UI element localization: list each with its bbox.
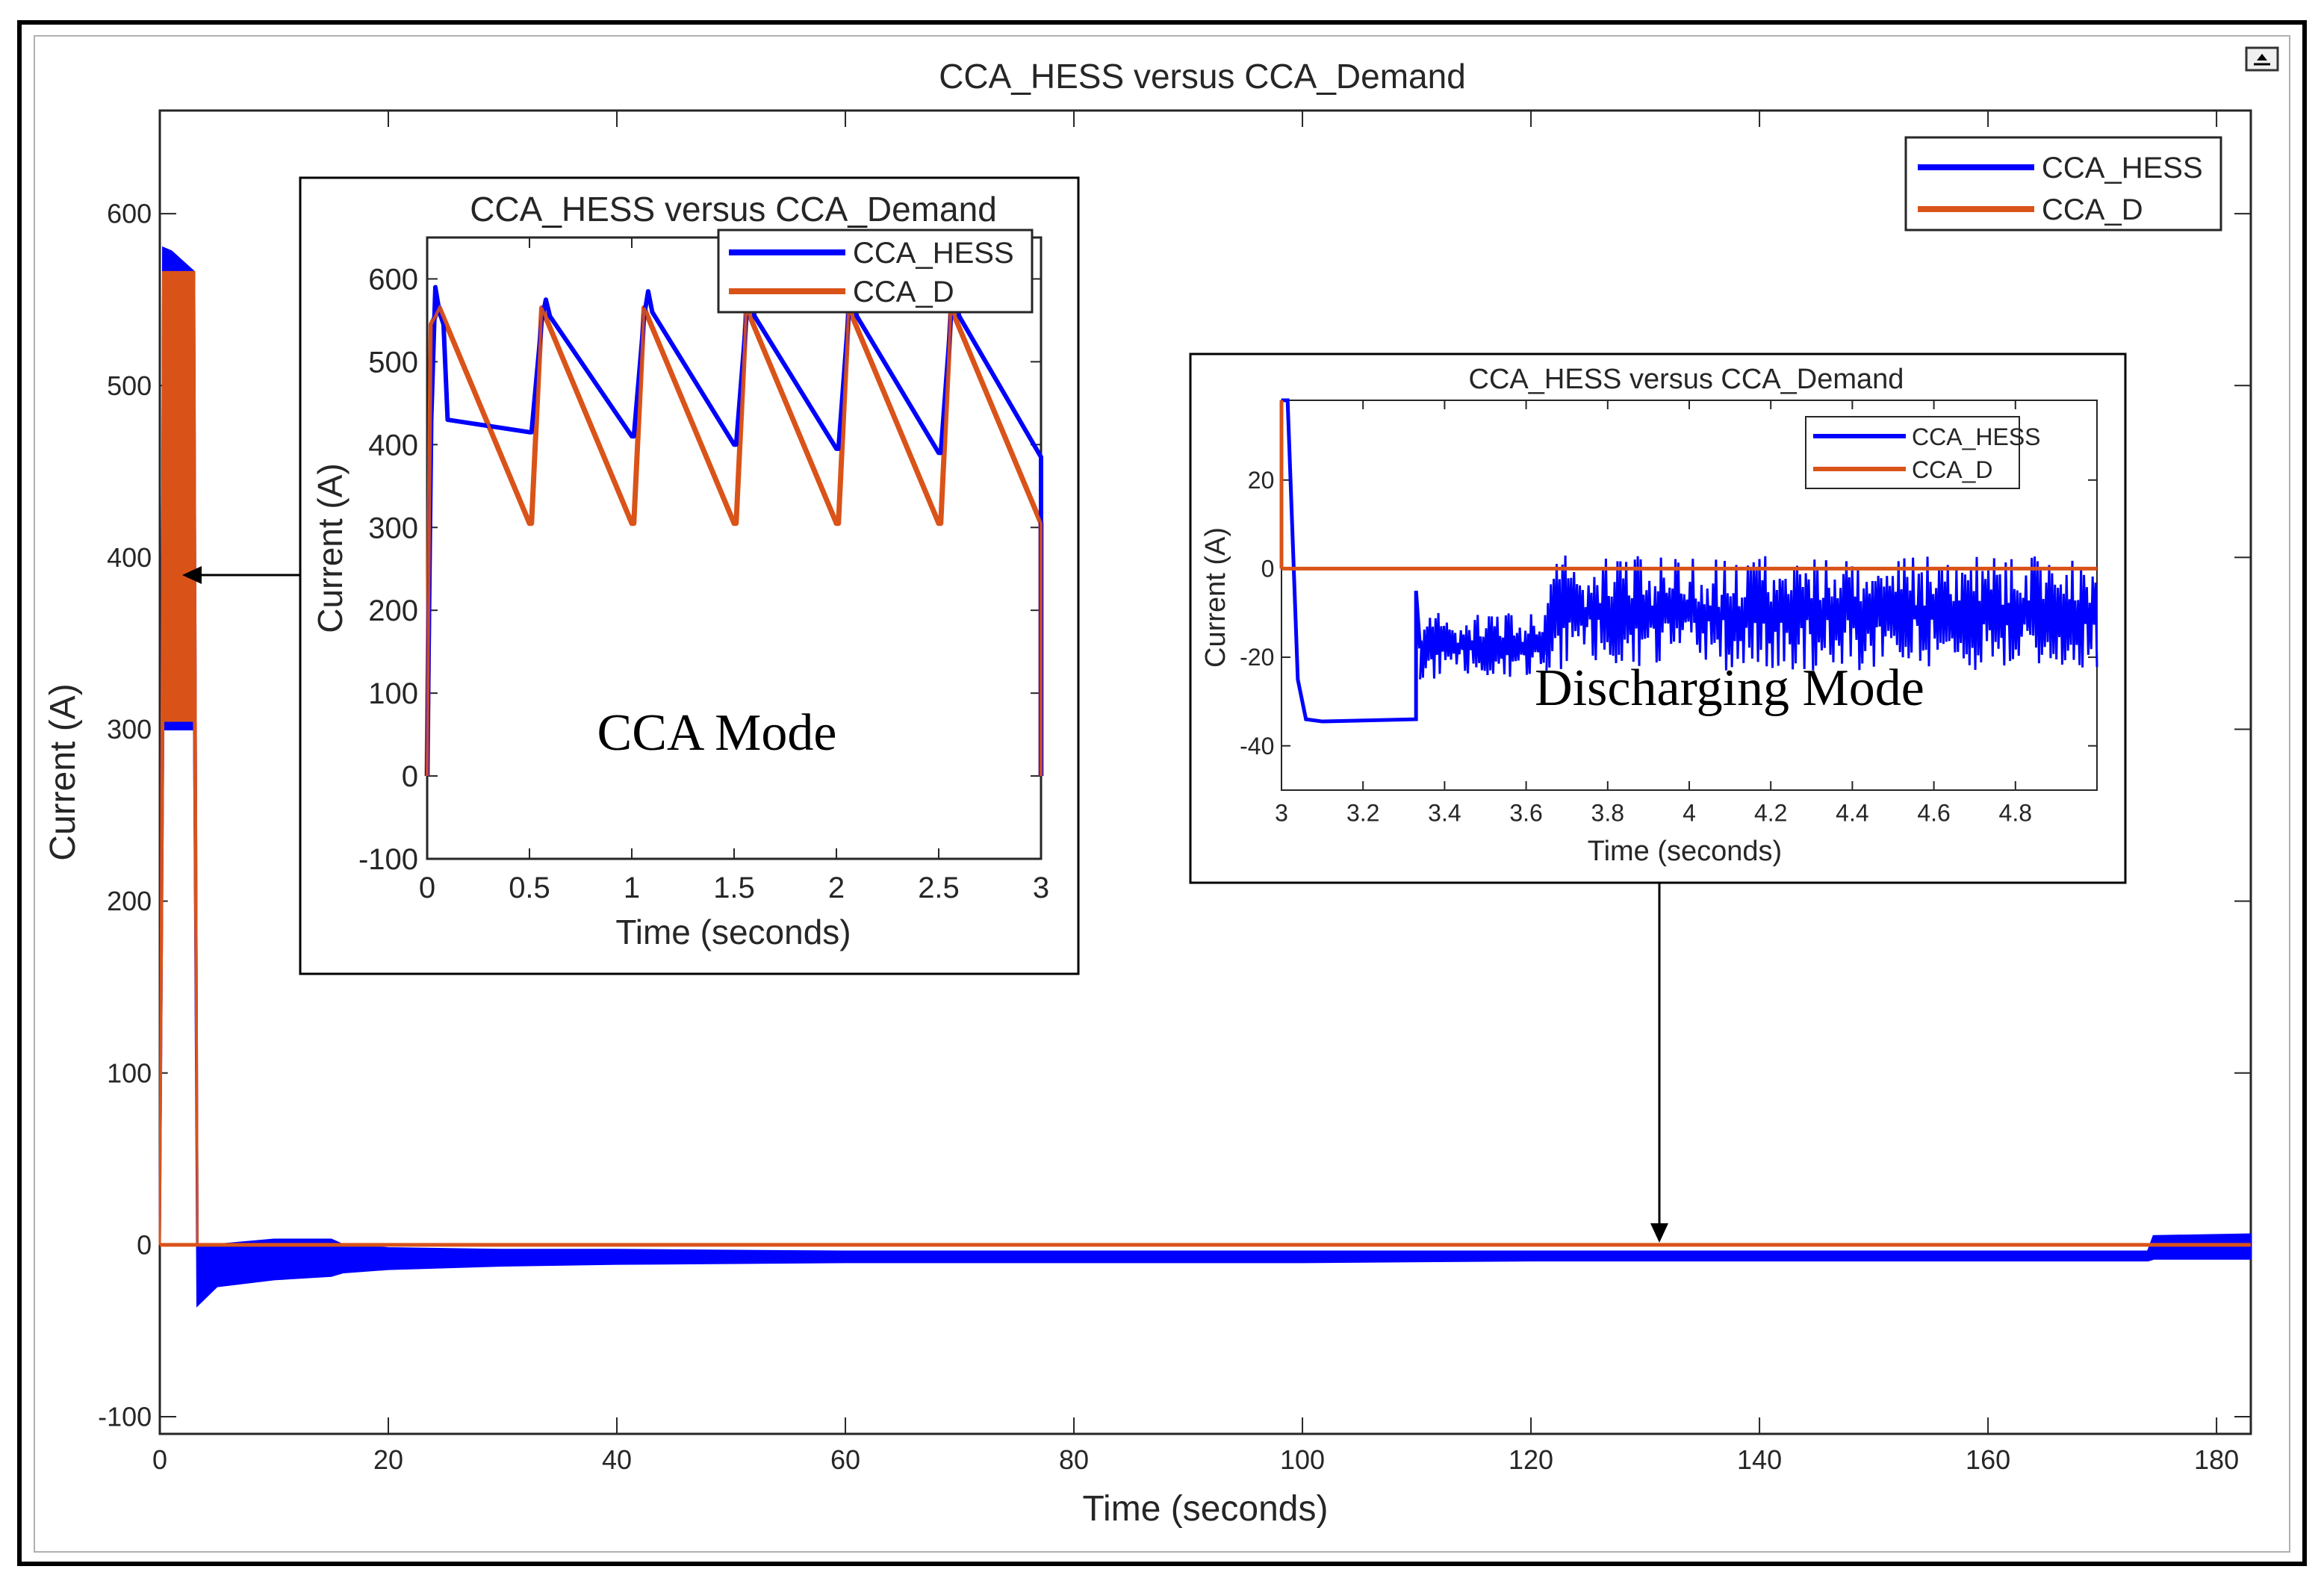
cca-inset-x-tick-label: 2.5 [918,872,960,904]
main-y-tick-label: -100 [98,1402,152,1432]
cca-inset-y-tick-label: 500 [368,346,418,379]
cca-inset-x-tick-label: 1.5 [713,872,755,904]
main-legend-hess-label: CCA_HESS [2042,152,2203,184]
arrow-to-cca-region [182,566,300,584]
main-y-tick-label: 200 [107,886,152,916]
cca-inset-y-tick-label: 200 [368,594,418,627]
cca-inset-y-tick-label: 0 [402,760,418,793]
main-y-tick-label: 500 [107,370,152,401]
main-x-tick-label: 120 [1509,1444,1553,1475]
cca-legend-demand-label: CCA_D [853,276,954,308]
cca-inset-y-tick-label: 600 [368,263,418,296]
main-y-tick-label: 600 [107,199,152,229]
discharge-inset-y-tick-label: 0 [1261,556,1275,583]
main-legend-demand-label: CCA_D [2042,193,2143,226]
cca-inset-y-tick-label: 100 [368,677,418,710]
discharge-inset-x-tick-label: 3 [1275,800,1288,827]
main-y-tick-label: 0 [137,1229,152,1260]
cca-inset-x-tick-label: 1 [624,872,640,904]
discharge-inset-x-tick-label: 4.6 [1917,800,1950,827]
discharging-mode-inset: CCA_HESS versus CCA_Demand Time (seconds… [1189,352,2127,884]
main-y-tick-label: 300 [107,714,152,745]
discharge-inset-title: CCA_HESS versus CCA_Demand [1469,364,1904,395]
main-y-tick-label: 100 [107,1057,152,1088]
export-button[interactable] [2245,46,2279,72]
main-y-tick-label: 400 [107,542,152,573]
main-chart-title: CCA_HESS versus CCA_Demand [939,57,1466,96]
cca-inset-series-group [424,285,1044,777]
discharge-inset-legend[interactable]: CCA_HESS CCA_D [1805,416,2041,489]
cca-inset-title: CCA_HESS versus CCA_Demand [470,190,997,229]
main-series-demand [158,270,2251,1246]
discharge-legend-demand-label: CCA_D [1912,456,1992,483]
cca-inset-legend[interactable]: CCA_HESS CCA_D [717,229,1034,314]
main-x-axis-label: Time (seconds) [1083,1489,1329,1529]
cca-inset-x-axis-label: Time (seconds) [615,913,851,951]
discharge-inset-series-hess-noise [1419,612,1548,680]
discharge-inset-x-tick-label: 3.2 [1346,800,1379,827]
cca-inset-y-tick-label: 300 [368,512,418,544]
cca-inset-series-hess [425,285,1043,777]
main-x-tick-label: 180 [2194,1444,2239,1475]
discharge-inset-x-ticks: 3 3.2 3.4 3.6 3.8 4 4.2 4.4 4.6 4.8 [1275,400,2032,827]
main-y-axis-label: Current (A) [43,683,83,860]
cca-mode-inset: CCA_HESS versus CCA_Demand Time (seconds… [299,176,1080,975]
discharge-inset-x-tick-label: 4.2 [1754,800,1787,827]
cca-inset-x-tick-label: 3 [1033,872,1049,904]
cca-inset-y-axis-label: Current (A) [311,463,349,633]
discharge-inset-y-ticks: -40 -20 0 20 [1240,467,2097,760]
main-x-ticks: 0 20 40 60 80 100 120 140 160 180 [152,111,2239,1475]
cca-inset-x-tick-label: 0.5 [509,872,550,904]
cca-inset-y-ticks: -100 0 100 200 300 400 500 600 [358,263,1041,876]
cca-legend-hess-label: CCA_HESS [853,237,1014,270]
main-x-tick-label: 140 [1737,1444,1782,1475]
cca-inset-x-ticks: 0 0.5 1 1.5 2 2.5 3 [419,237,1049,904]
discharge-inset-series-hess-transient [1281,398,1423,724]
discharge-inset-x-tick-label: 3.8 [1591,800,1624,827]
cca-inset-series-demand-overlay [426,304,1043,777]
main-x-tick-label: 100 [1280,1444,1325,1475]
discharge-inset-y-tick-label: -20 [1240,644,1274,671]
discharge-inset-x-tick-label: 4.8 [1999,800,2032,827]
cca-inset-x-tick-label: 2 [828,872,845,904]
main-series-group [158,246,2252,1308]
discharge-inset-series-group [1279,398,2098,724]
cca-mode-annotation: CCA Mode [597,704,837,762]
discharge-legend-hess-label: CCA_HESS [1912,423,2041,450]
cca-inset-plot-area [426,236,1043,860]
main-legend[interactable]: CCA_HESS CCA_D [1904,136,2222,232]
discharge-inset-x-axis-label: Time (seconds) [1588,836,1782,867]
main-x-tick-label: 40 [602,1444,632,1475]
cca-inset-x-tick-label: 0 [419,872,435,904]
export-arrow-icon [2254,54,2270,66]
discharge-inset-x-tick-label: 3.4 [1428,800,1461,827]
main-x-tick-label: 20 [373,1444,403,1475]
main-x-tick-label: 0 [152,1444,167,1475]
discharge-inset-series-hess-noise [1545,555,2098,671]
discharge-inset-y-tick-label: 20 [1248,467,1275,494]
main-cca-block-gap [167,733,190,1242]
discharge-inset-x-tick-label: 3.6 [1509,800,1542,827]
discharge-inset-y-tick-label: -40 [1240,733,1274,760]
discharging-mode-annotation: Discharging Mode [1535,659,1924,717]
main-x-tick-label: 60 [830,1444,860,1475]
discharge-inset-x-tick-label: 4.4 [1836,800,1868,827]
cca-inset-y-tick-label: 400 [368,429,418,462]
cca-inset-y-tick-label: -100 [358,843,418,876]
arrow-to-discharge-region [1650,883,1668,1243]
main-x-tick-label: 160 [1966,1444,2010,1475]
discharge-inset-y-axis-label: Current (A) [1200,527,1231,668]
main-x-tick-label: 80 [1059,1444,1089,1475]
discharge-inset-x-tick-label: 4 [1683,800,1696,827]
